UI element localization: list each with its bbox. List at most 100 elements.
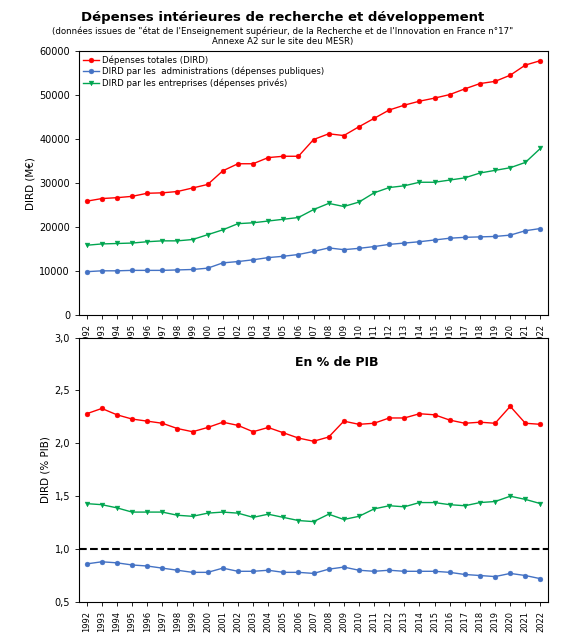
DIRD par les entreprises (dépenses privés) xyxy=(280,215,286,223)
Dépenses totales (DIRD) xyxy=(250,160,257,168)
Dépenses totales (DIRD) xyxy=(446,90,453,98)
Dépenses totales (DIRD) xyxy=(159,189,166,197)
DIRD par les entreprises (dépenses privés) xyxy=(250,219,257,227)
DIRD par les  administrations (dépenses publiques) xyxy=(144,266,150,274)
Dépenses totales (DIRD) xyxy=(234,160,241,168)
DIRD par les  administrations (dépenses publiques) xyxy=(280,252,286,260)
DIRD par les entreprises (dépenses privés) xyxy=(219,226,226,234)
DIRD par les  administrations (dépenses publiques) xyxy=(265,254,272,261)
DIRD par les  administrations (dépenses publiques) xyxy=(401,240,408,247)
DIRD par les entreprises (dépenses privés) xyxy=(189,236,196,243)
Dépenses totales (DIRD) xyxy=(280,152,286,160)
DIRD par les entreprises (dépenses privés) xyxy=(205,231,211,238)
DIRD par les entreprises (dépenses privés) xyxy=(295,213,302,221)
Text: Dépenses intérieures de recherche et développement: Dépenses intérieures de recherche et dév… xyxy=(81,11,484,24)
DIRD par les entreprises (dépenses privés) xyxy=(507,164,514,171)
DIRD par les  administrations (dépenses publiques) xyxy=(355,245,362,252)
DIRD par les entreprises (dépenses privés) xyxy=(537,145,544,152)
Line: DIRD par les entreprises (dépenses privés): DIRD par les entreprises (dépenses privé… xyxy=(84,146,543,248)
DIRD par les entreprises (dépenses privés) xyxy=(386,183,393,191)
DIRD par les  administrations (dépenses publiques) xyxy=(446,234,453,242)
Dépenses totales (DIRD) xyxy=(295,152,302,160)
DIRD par les  administrations (dépenses publiques) xyxy=(537,225,544,233)
DIRD par les  administrations (dépenses publiques) xyxy=(174,266,181,274)
DIRD par les  administrations (dépenses publiques) xyxy=(129,266,136,274)
Dépenses totales (DIRD) xyxy=(205,181,211,189)
Legend: Dépenses totales (DIRD), DIRD par les  administrations (dépenses publiques), DIR: Dépenses totales (DIRD), DIRD par les ad… xyxy=(82,54,326,90)
DIRD par les entreprises (dépenses privés) xyxy=(492,166,498,174)
DIRD par les entreprises (dépenses privés) xyxy=(371,189,377,197)
DIRD par les  administrations (dépenses publiques) xyxy=(114,267,120,275)
DIRD par les entreprises (dépenses privés) xyxy=(431,178,438,186)
Y-axis label: DIRD (M€): DIRD (M€) xyxy=(25,157,35,210)
DIRD par les entreprises (dépenses privés) xyxy=(159,237,166,245)
Y-axis label: DIRD (% PIB): DIRD (% PIB) xyxy=(40,436,50,503)
DIRD par les  administrations (dépenses publiques) xyxy=(431,236,438,244)
DIRD par les  administrations (dépenses publiques) xyxy=(219,259,226,267)
Text: (données issues de "état de l'Enseignement supérieur, de la Recherche et de l'In: (données issues de "état de l'Enseigneme… xyxy=(52,27,513,36)
Line: DIRD par les  administrations (dépenses publiques): DIRD par les administrations (dépenses p… xyxy=(84,226,543,274)
Line: Dépenses totales (DIRD): Dépenses totales (DIRD) xyxy=(84,58,543,204)
DIRD par les  administrations (dépenses publiques) xyxy=(507,231,514,239)
Dépenses totales (DIRD) xyxy=(431,94,438,102)
Dépenses totales (DIRD) xyxy=(83,197,90,205)
DIRD par les entreprises (dépenses privés) xyxy=(355,198,362,206)
DIRD par les  administrations (dépenses publiques) xyxy=(386,241,393,248)
DIRD par les  administrations (dépenses publiques) xyxy=(189,266,196,273)
Text: Annexe A2 sur le site deu MESR): Annexe A2 sur le site deu MESR) xyxy=(212,37,353,46)
Dépenses totales (DIRD) xyxy=(189,184,196,192)
Dépenses totales (DIRD) xyxy=(325,130,332,138)
Dépenses totales (DIRD) xyxy=(310,136,317,143)
Dépenses totales (DIRD) xyxy=(507,71,514,79)
Dépenses totales (DIRD) xyxy=(174,188,181,196)
Dépenses totales (DIRD) xyxy=(144,189,150,197)
Dépenses totales (DIRD) xyxy=(355,123,362,131)
DIRD par les  administrations (dépenses publiques) xyxy=(159,266,166,274)
DIRD par les entreprises (dépenses privés) xyxy=(114,240,120,247)
DIRD par les  administrations (dépenses publiques) xyxy=(205,264,211,272)
DIRD par les  administrations (dépenses publiques) xyxy=(310,248,317,255)
DIRD par les entreprises (dépenses privés) xyxy=(477,169,484,177)
Dépenses totales (DIRD) xyxy=(492,78,498,85)
DIRD par les entreprises (dépenses privés) xyxy=(83,241,90,249)
DIRD par les entreprises (dépenses privés) xyxy=(129,240,136,247)
DIRD par les  administrations (dépenses publiques) xyxy=(492,233,498,240)
DIRD par les  administrations (dépenses publiques) xyxy=(98,267,105,275)
Dépenses totales (DIRD) xyxy=(219,167,226,175)
Dépenses totales (DIRD) xyxy=(416,97,423,105)
Dépenses totales (DIRD) xyxy=(537,57,544,64)
DIRD par les entreprises (dépenses privés) xyxy=(310,206,317,213)
Dépenses totales (DIRD) xyxy=(462,85,468,92)
DIRD par les entreprises (dépenses privés) xyxy=(174,237,181,245)
DIRD par les entreprises (dépenses privés) xyxy=(325,199,332,207)
Dépenses totales (DIRD) xyxy=(114,194,120,201)
DIRD par les  administrations (dépenses publiques) xyxy=(462,234,468,241)
DIRD par les  administrations (dépenses publiques) xyxy=(522,227,529,234)
Dépenses totales (DIRD) xyxy=(265,154,272,161)
DIRD par les  administrations (dépenses publiques) xyxy=(371,243,377,250)
DIRD par les entreprises (dépenses privés) xyxy=(416,178,423,186)
DIRD par les  administrations (dépenses publiques) xyxy=(325,244,332,252)
DIRD par les  administrations (dépenses publiques) xyxy=(295,251,302,259)
DIRD par les entreprises (dépenses privés) xyxy=(446,176,453,184)
DIRD par les  administrations (dépenses publiques) xyxy=(83,268,90,276)
Dépenses totales (DIRD) xyxy=(386,106,393,114)
DIRD par les  administrations (dépenses publiques) xyxy=(341,246,347,254)
DIRD par les  administrations (dépenses publiques) xyxy=(416,238,423,245)
DIRD par les entreprises (dépenses privés) xyxy=(265,217,272,225)
Dépenses totales (DIRD) xyxy=(477,80,484,87)
Dépenses totales (DIRD) xyxy=(522,61,529,69)
Dépenses totales (DIRD) xyxy=(401,101,408,109)
DIRD par les  administrations (dépenses publiques) xyxy=(250,256,257,264)
Dépenses totales (DIRD) xyxy=(341,132,347,140)
DIRD par les entreprises (dépenses privés) xyxy=(98,240,105,248)
Dépenses totales (DIRD) xyxy=(371,115,377,122)
Dépenses totales (DIRD) xyxy=(98,195,105,203)
DIRD par les  administrations (dépenses publiques) xyxy=(477,233,484,241)
DIRD par les entreprises (dépenses privés) xyxy=(462,174,468,182)
DIRD par les entreprises (dépenses privés) xyxy=(401,182,408,190)
DIRD par les entreprises (dépenses privés) xyxy=(234,220,241,227)
Dépenses totales (DIRD) xyxy=(129,192,136,200)
DIRD par les entreprises (dépenses privés) xyxy=(144,238,150,245)
DIRD par les  administrations (dépenses publiques) xyxy=(234,258,241,266)
